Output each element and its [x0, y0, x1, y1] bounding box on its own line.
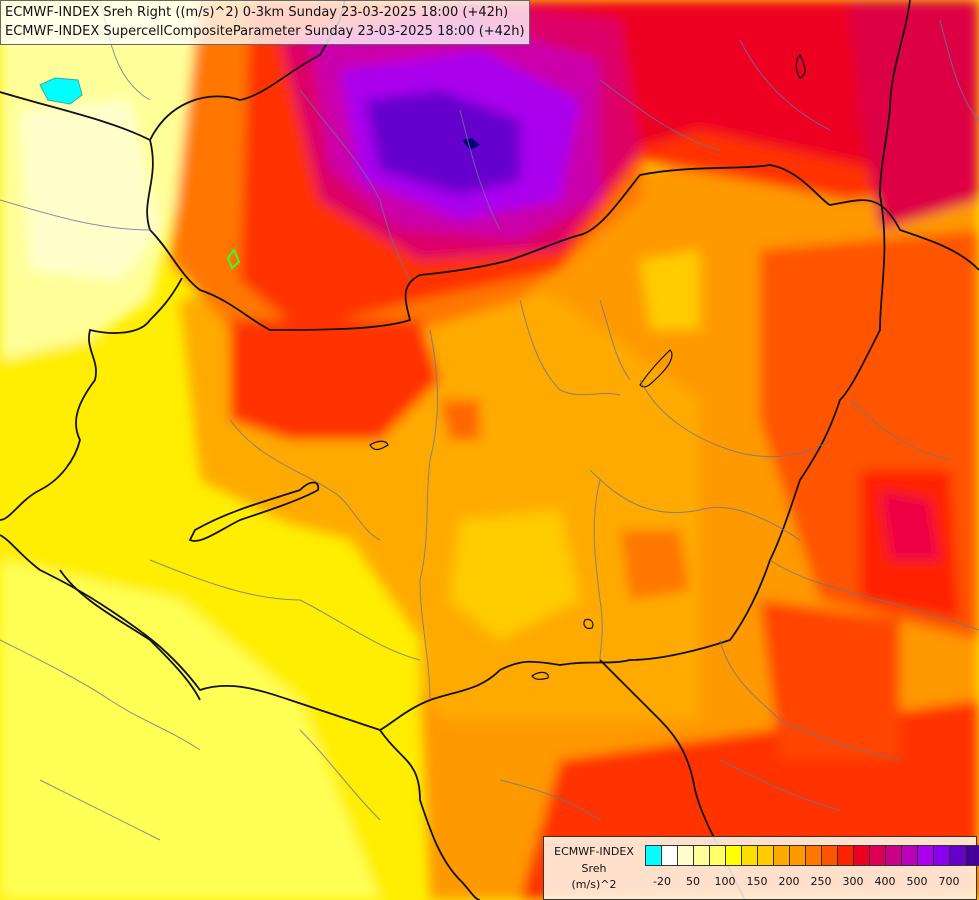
- legend-swatch: [725, 845, 742, 866]
- legend-swatch: [821, 845, 838, 866]
- legend-swatch: [757, 845, 774, 866]
- legend-tick-label: 500: [906, 875, 928, 888]
- legend-swatch: [869, 845, 886, 866]
- legend-swatch: [661, 845, 678, 866]
- legend-swatch: [853, 845, 870, 866]
- legend-title-model: ECMWF-INDEX: [554, 845, 634, 858]
- legend-swatch: [789, 845, 806, 866]
- title-line-1: ECMWF-INDEX Sreh Right ((m/s)^2) 0-3km S…: [5, 5, 509, 20]
- legend-tick-label: 50: [686, 875, 700, 888]
- title-line-2: ECMWF-INDEX SupercellCompositeParameter …: [5, 24, 525, 39]
- legend-tick-label: 300: [842, 875, 864, 888]
- legend-swatch: [837, 845, 854, 866]
- legend-swatch: [709, 845, 726, 866]
- legend-swatch: [645, 845, 662, 866]
- legend-tick-label: 250: [810, 875, 832, 888]
- legend-tick-label: 100: [714, 875, 736, 888]
- legend-swatch: [693, 845, 710, 866]
- legend-tick-label: 200: [778, 875, 800, 888]
- legend-tick-label: 150: [746, 875, 768, 888]
- map-title: ECMWF-INDEX Sreh Right ((m/s)^2) 0-3km S…: [0, 0, 530, 45]
- legend-swatch: [965, 845, 979, 866]
- legend-swatch: [901, 845, 918, 866]
- legend-swatch: [805, 845, 822, 866]
- legend-tick-label: -20: [653, 875, 671, 888]
- legend-swatch: [933, 845, 950, 866]
- legend-tick-label: 400: [874, 875, 896, 888]
- legend-swatch: [885, 845, 902, 866]
- color-legend: ECMWF-INDEX Sreh (m/s)^2 -20 50 100 150 200 2…: [543, 836, 979, 900]
- legend-tick-label: 700: [938, 875, 960, 888]
- legend-title-unit: (m/s)^2: [571, 878, 617, 891]
- legend-swatch: [949, 845, 966, 866]
- legend-swatch: [773, 845, 790, 866]
- legend-swatch: [741, 845, 758, 866]
- legend-swatch: [917, 845, 934, 866]
- legend-swatch: [677, 845, 694, 866]
- legend-title-parameter: Sreh: [581, 862, 607, 875]
